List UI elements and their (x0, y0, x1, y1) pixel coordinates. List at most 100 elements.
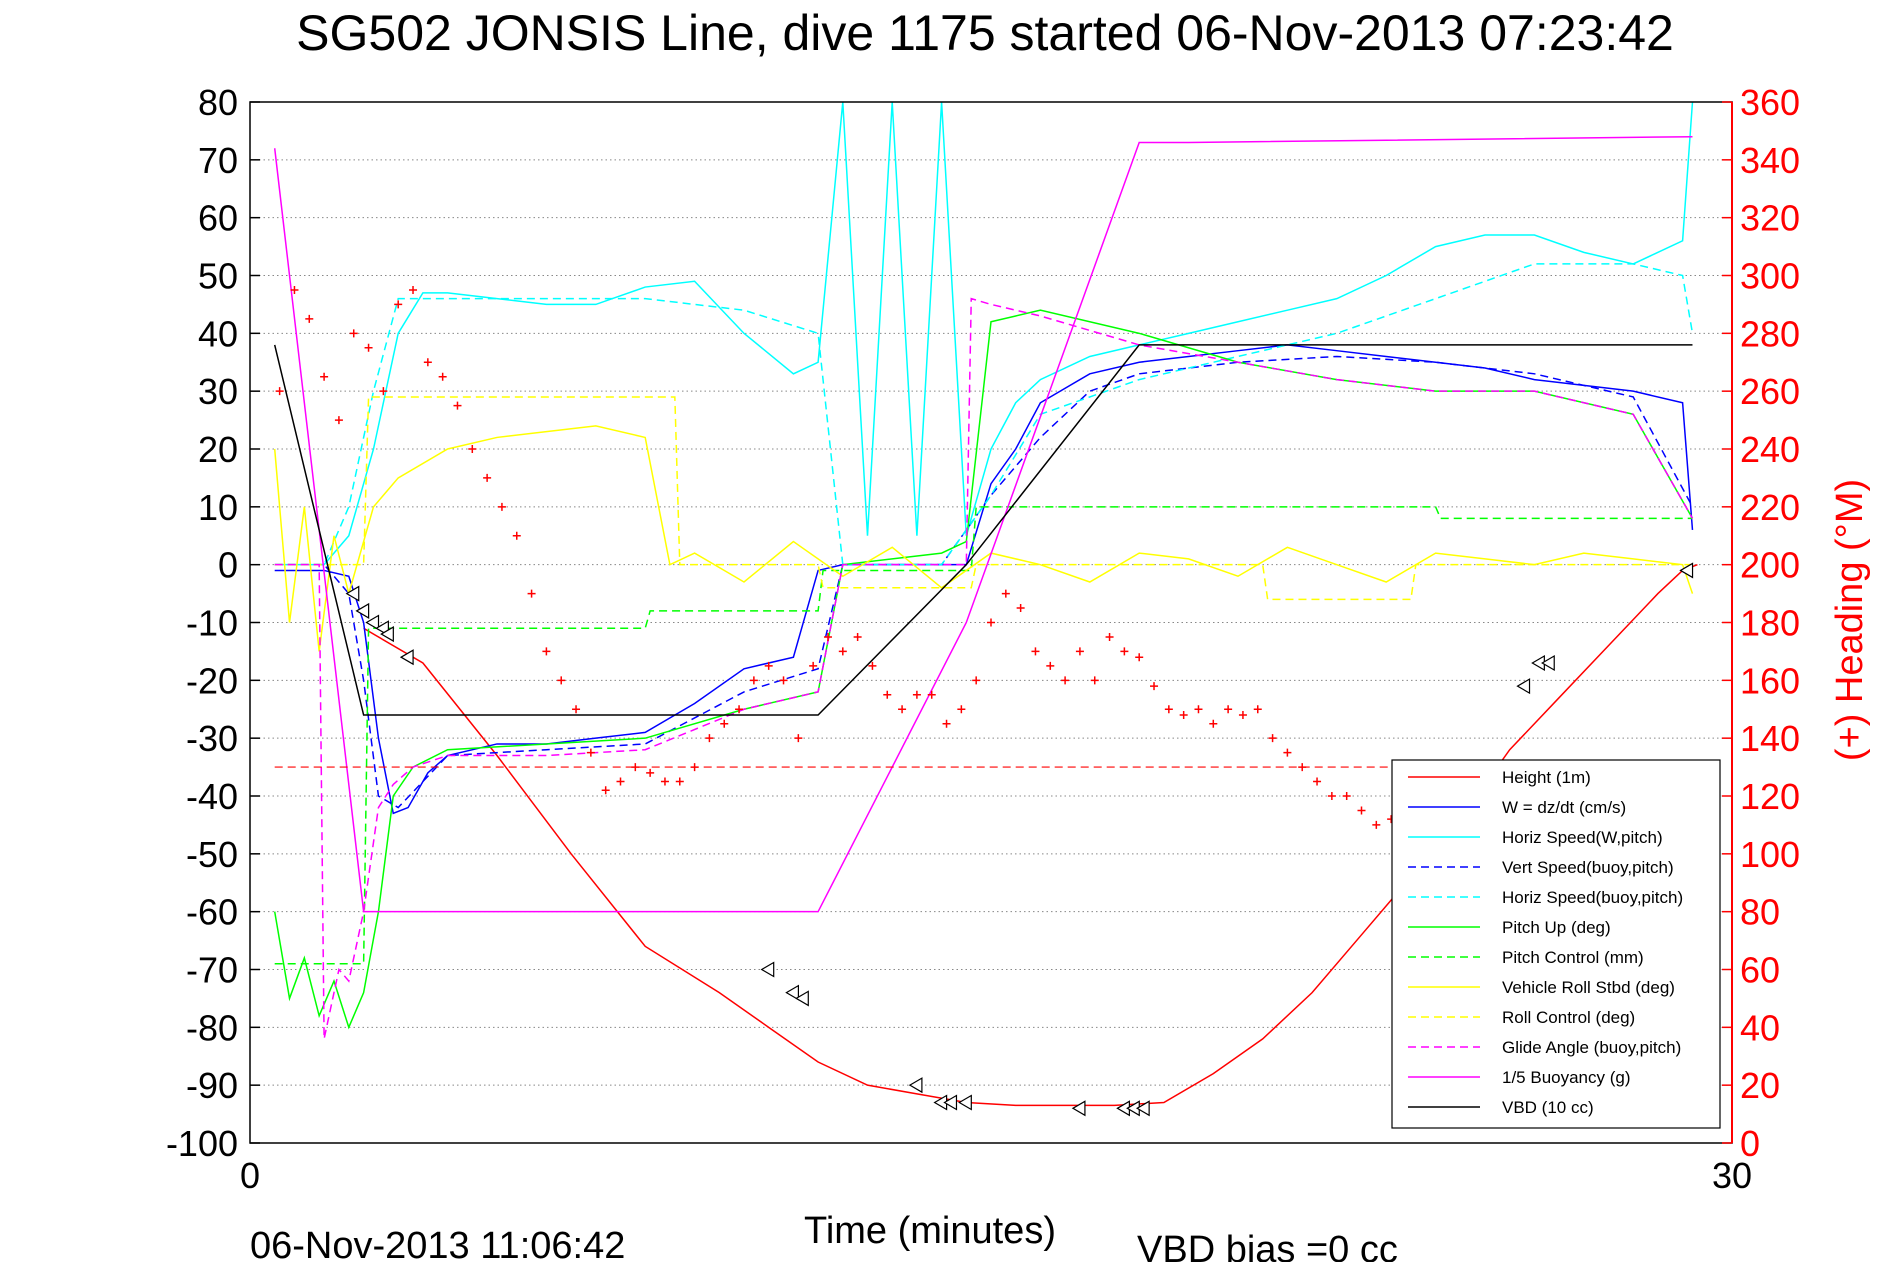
right-tick-label: 0 (1740, 1123, 1760, 1164)
height-marker (355, 602, 370, 619)
height-marker (760, 961, 775, 978)
right-tick-label: 20 (1740, 1065, 1780, 1106)
height-marker (1071, 1100, 1086, 1117)
heading-point (1209, 719, 1218, 728)
legend-label: Roll Control (deg) (1502, 1008, 1635, 1027)
series-glide-angle-buoy-pitch (274, 297, 1694, 1040)
left-tick-label: -10 (186, 603, 238, 644)
height-marker (795, 990, 809, 1007)
heading-point (942, 719, 951, 728)
heading-point (349, 329, 358, 338)
right-axis-label: (+) Heading (°M) (1829, 479, 1871, 761)
left-tick-label: 20 (198, 429, 238, 470)
left-tick-label: -80 (186, 1007, 238, 1048)
height-marker (399, 649, 414, 666)
series-vbd-10-cc (273, 344, 1693, 716)
x-axis-label: Time (minutes) (804, 1210, 1056, 1252)
left-tick-label: 60 (198, 198, 238, 239)
heading-point (1342, 792, 1351, 800)
heading-point (1327, 792, 1336, 800)
left-tick-label: 50 (198, 256, 238, 297)
left-tick-label: -90 (186, 1065, 238, 1106)
heading-point (1075, 647, 1084, 656)
footer-timestamp: 06-Nov-2013 11:06:42 (250, 1225, 625, 1262)
right-tick-label: 180 (1740, 603, 1800, 644)
heading-point (616, 777, 625, 786)
heading-point (542, 647, 551, 656)
right-tick-label: 80 (1740, 892, 1780, 933)
right-tick-label: 100 (1740, 834, 1800, 875)
heading-point (735, 705, 744, 714)
height-marker (365, 614, 380, 631)
height-marker (943, 1094, 958, 1111)
series-horiz-speed-buoy-pitch (274, 263, 1694, 566)
heading-point (512, 531, 521, 540)
heading-point (1194, 705, 1203, 714)
chart-legend: Height (1m) W = dz/dt (cm/s) Horiz Speed(W… (1391, 759, 1721, 1129)
left-tick-label: -60 (186, 892, 238, 933)
heading-point (705, 734, 714, 743)
left-tick-label: -20 (186, 660, 238, 701)
series-line (274, 263, 1694, 566)
legend-label: W = dz/dt (cm/s) (1502, 798, 1626, 817)
series-roll-control-deg (274, 396, 1693, 601)
right-tick-label: 220 (1740, 487, 1800, 528)
heading-point (394, 300, 403, 309)
legend-label: Horiz Speed(W,pitch) (1502, 828, 1663, 847)
heading-point (527, 589, 536, 598)
heading-point (927, 690, 936, 699)
height-marker (345, 585, 360, 602)
heading-point (379, 387, 388, 396)
x-axis-ticks: 0 30 (240, 1155, 1752, 1196)
series-pitch-control-mm (274, 506, 1693, 965)
x-tick-label: 30 (1712, 1155, 1752, 1196)
series-line (274, 355, 1694, 809)
heading-point (1268, 734, 1277, 743)
legend-label: VBD (10 cc) (1502, 1098, 1594, 1117)
legend-label: Pitch Control (mm) (1502, 948, 1644, 967)
heading-point (586, 748, 595, 757)
series-line (273, 344, 1693, 716)
left-tick-label: -30 (186, 718, 238, 759)
series-horiz-speed-w-pitch (274, 101, 1694, 566)
right-tick-label: 200 (1740, 545, 1800, 586)
heading-point (438, 372, 447, 381)
heading-point (497, 502, 506, 511)
left-tick-label: 0 (218, 545, 238, 586)
heading-point (468, 445, 477, 453)
legend-box (1391, 759, 1721, 1129)
heading-point (868, 661, 877, 670)
heading-point (423, 358, 432, 367)
heading-point (572, 705, 581, 714)
heading-point (675, 777, 684, 786)
height-marker (380, 626, 394, 643)
heading-point (1283, 748, 1292, 757)
heading-point (1224, 705, 1233, 714)
heading-point (749, 676, 758, 685)
heading-point (1090, 676, 1099, 685)
heading-point (320, 372, 329, 381)
legend-label: 1/5 Buoyancy (g) (1502, 1068, 1631, 1087)
legend-label: Glide Angle (buoy,pitch) (1502, 1038, 1681, 1057)
height-marker (1135, 1100, 1150, 1117)
heading-point (1031, 647, 1040, 656)
heading-point (646, 768, 655, 777)
heading-point (305, 314, 314, 323)
heading-point (1238, 711, 1247, 720)
heading-point (290, 285, 299, 294)
series-line (363, 563, 1698, 1107)
right-tick-label: 40 (1740, 1007, 1780, 1048)
left-axis-ticks: 80 70 60 50 40 30 20 10 0 -10 -20 -30 -40 -50 -60 -70 -8… (166, 82, 260, 1164)
series-vert-speed-buoy-pitch (274, 355, 1694, 809)
left-tick-label: 70 (198, 140, 238, 181)
left-tick-label: -70 (186, 950, 238, 991)
right-tick-label: 280 (1740, 313, 1800, 354)
height-marker (908, 1077, 923, 1094)
heading-point (794, 734, 803, 743)
heading-point (779, 676, 788, 685)
heading-point (1016, 604, 1025, 613)
right-tick-label: 320 (1740, 198, 1800, 239)
heading-point (883, 690, 892, 699)
heading-point (764, 661, 773, 670)
vbd-bias-label: VBD bias =0 cc (1137, 1229, 1398, 1262)
